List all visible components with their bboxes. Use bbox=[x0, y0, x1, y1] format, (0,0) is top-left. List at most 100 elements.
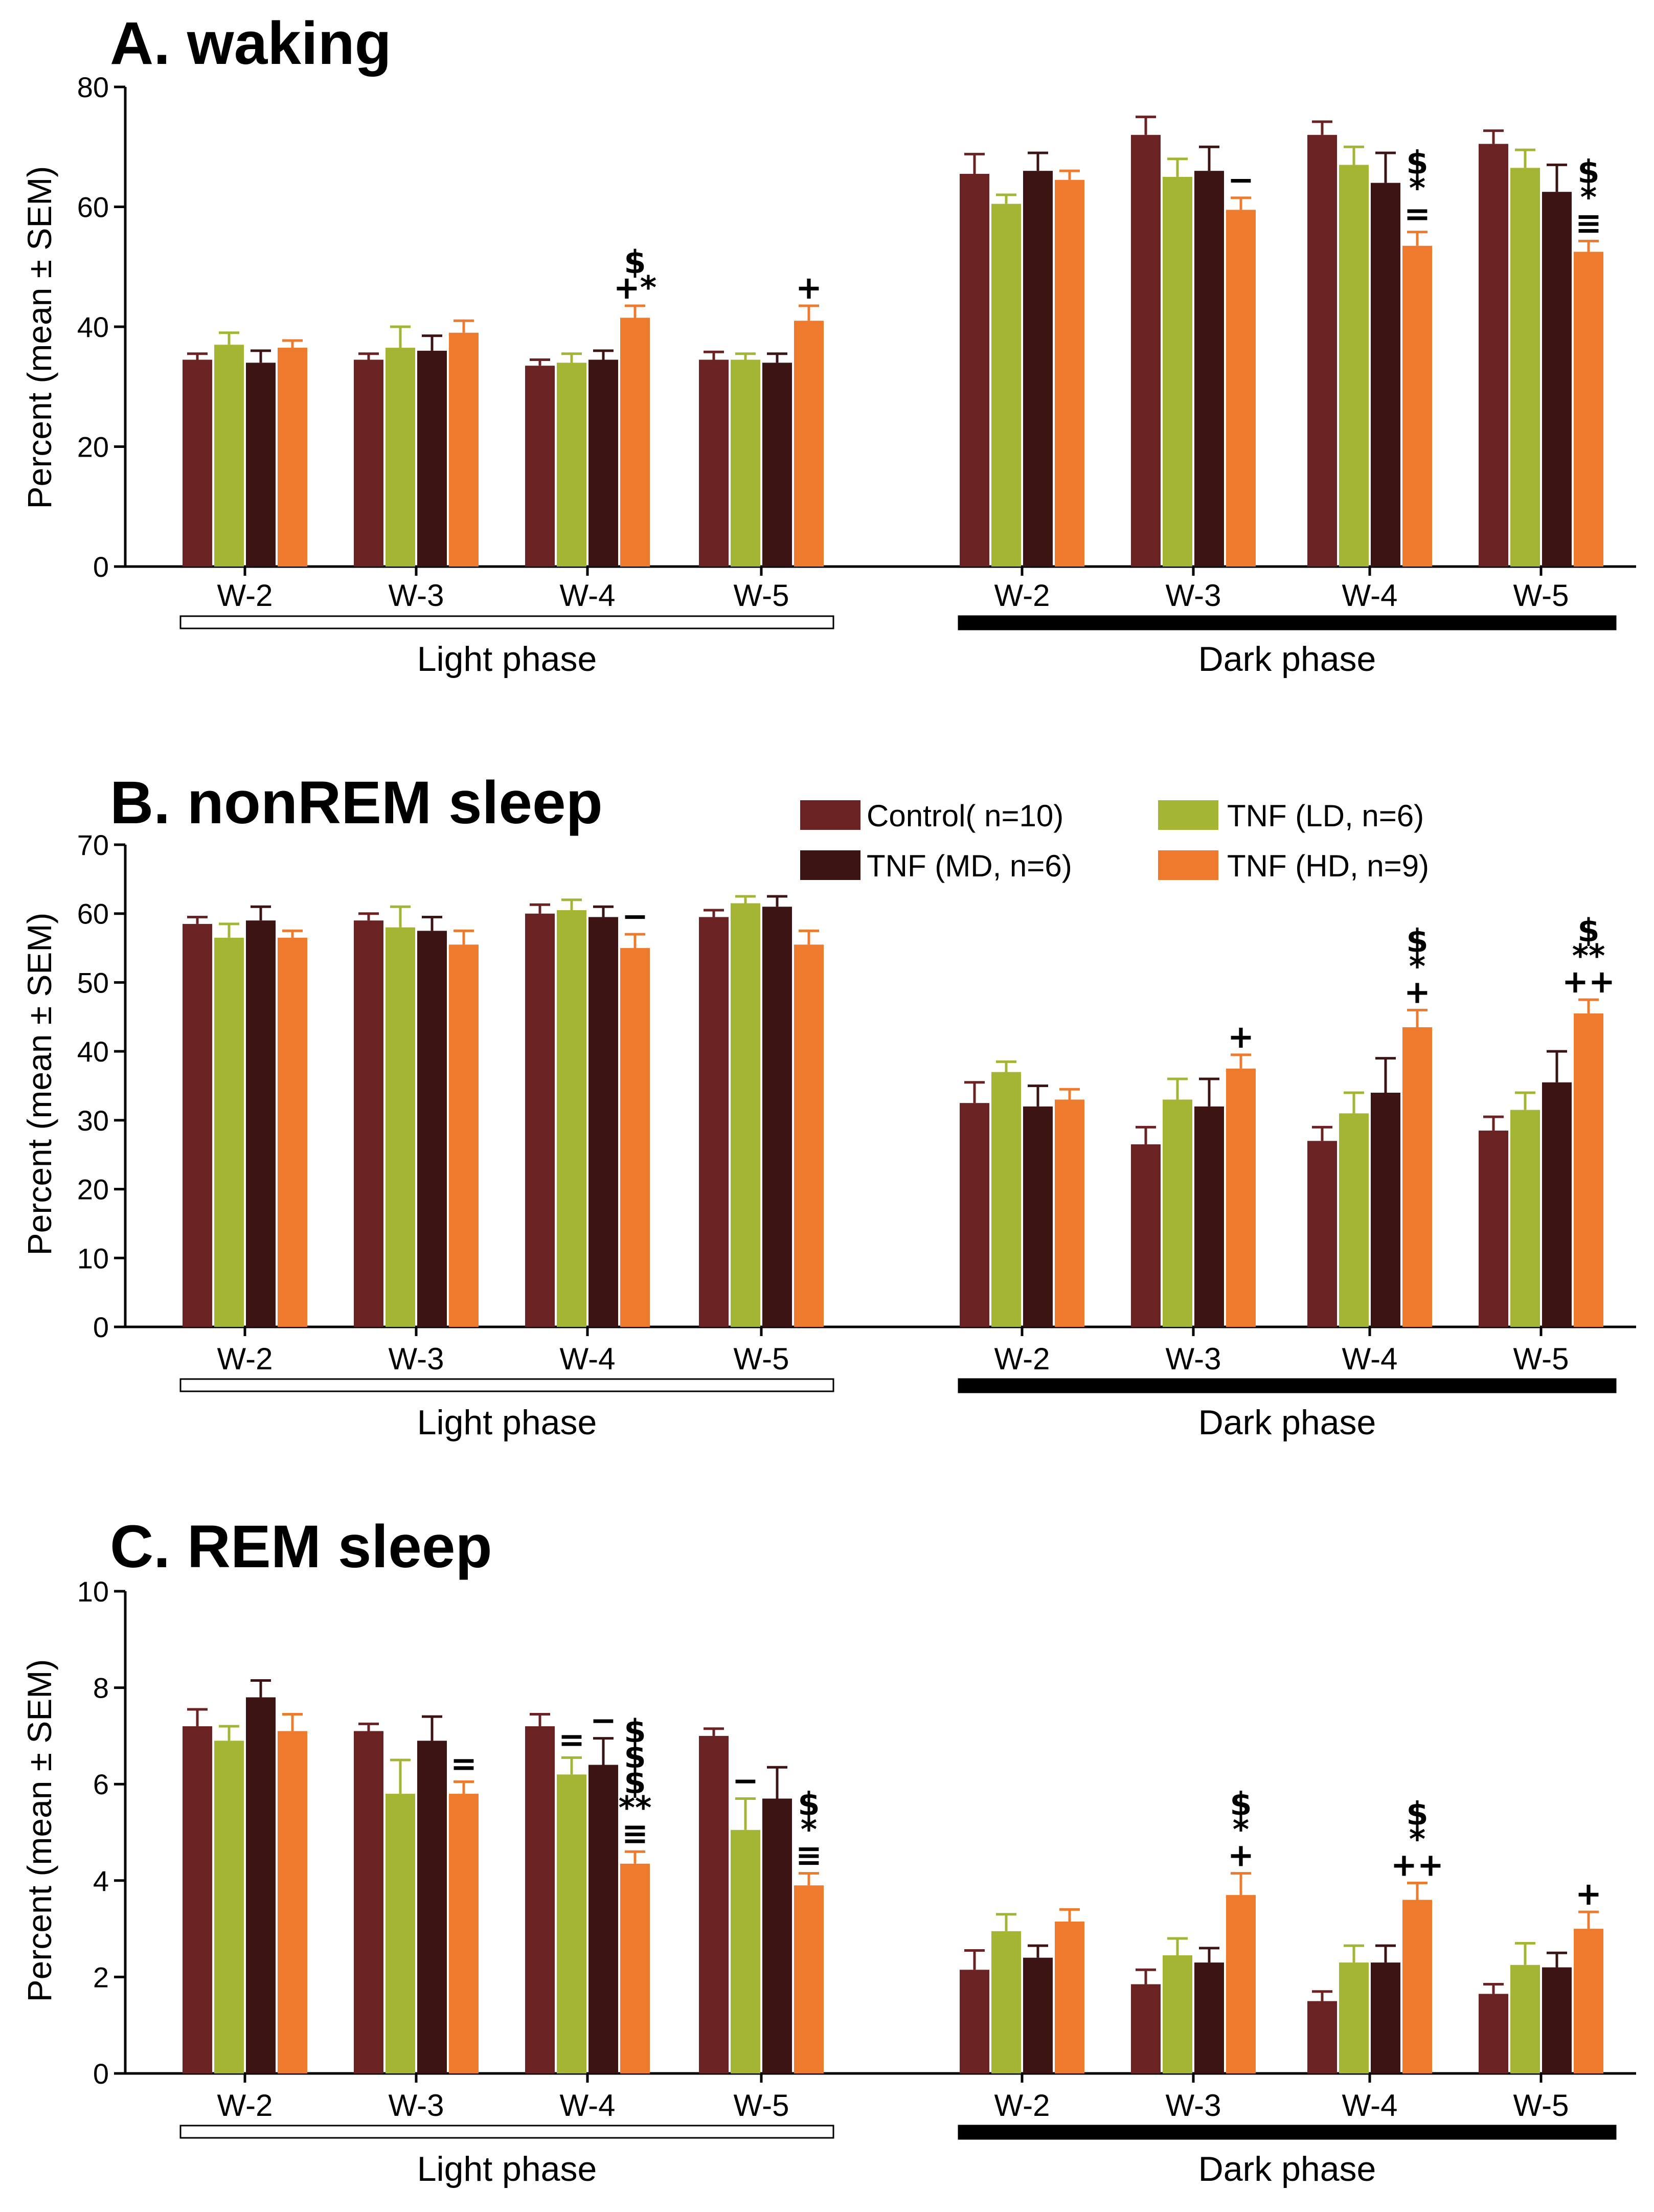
significance-marker: + bbox=[1575, 1875, 1602, 1912]
significance-marker: − bbox=[1228, 161, 1254, 198]
bar bbox=[1023, 1106, 1053, 1327]
significance-marker: +* bbox=[614, 269, 656, 306]
bar bbox=[246, 363, 276, 567]
significance-marker: + bbox=[1404, 973, 1431, 1010]
significance-marker: * bbox=[1409, 1821, 1425, 1858]
bar bbox=[1510, 1110, 1540, 1327]
bar bbox=[354, 1731, 383, 2073]
significance-marker: ≡ bbox=[796, 1837, 822, 1874]
bar bbox=[991, 1072, 1021, 1327]
phase-label: Dark phase bbox=[1198, 1403, 1376, 1442]
bar bbox=[1055, 1099, 1084, 1327]
legend-swatch-tnf-md bbox=[800, 850, 860, 880]
phase-bar bbox=[958, 615, 1617, 630]
significance-marker: + bbox=[1228, 1837, 1254, 1874]
bar bbox=[1131, 1984, 1161, 2073]
bar bbox=[1163, 1955, 1192, 2073]
y-tick-label: 4 bbox=[93, 1865, 109, 1897]
bar bbox=[354, 920, 383, 1327]
phase-bar bbox=[958, 1378, 1617, 1393]
x-tick-label: W-4 bbox=[560, 1342, 616, 1376]
significance-marker: $ bbox=[798, 1786, 820, 1823]
x-tick-label: W-3 bbox=[1166, 2088, 1221, 2123]
bar bbox=[1542, 1967, 1572, 2073]
significance-marker: ≡ bbox=[622, 1815, 648, 1852]
bar bbox=[386, 348, 415, 567]
bar bbox=[960, 1970, 989, 2073]
legend-label-tnf-hd: TNF (HD, n=9) bbox=[1227, 849, 1429, 883]
significance-marker: = bbox=[1404, 195, 1431, 233]
legend-label-control: Control( n=10) bbox=[867, 799, 1063, 833]
bar bbox=[1131, 134, 1161, 567]
significance-marker: $ bbox=[624, 1738, 646, 1775]
bar bbox=[794, 321, 824, 567]
significance-marker: $ bbox=[1406, 922, 1428, 959]
significance-marker: ++ bbox=[1562, 963, 1615, 1000]
bar bbox=[731, 903, 760, 1327]
bar bbox=[1226, 1068, 1256, 1327]
y-tick-label: 50 bbox=[77, 966, 109, 999]
phase-bar bbox=[179, 615, 834, 629]
x-tick-label: W-4 bbox=[1342, 578, 1398, 613]
bar bbox=[1479, 1994, 1508, 2073]
x-tick-label: W-5 bbox=[1513, 2088, 1569, 2123]
y-tick-label: 20 bbox=[77, 1173, 109, 1206]
bar bbox=[1339, 1113, 1369, 1327]
bar bbox=[1479, 144, 1508, 567]
bar bbox=[794, 944, 824, 1327]
bar bbox=[620, 948, 650, 1327]
bar bbox=[762, 363, 792, 567]
bar bbox=[1542, 1082, 1572, 1327]
y-tick-label: 70 bbox=[77, 829, 109, 861]
bar bbox=[1574, 1013, 1603, 1327]
significance-marker: $ bbox=[1406, 1795, 1428, 1833]
bar bbox=[278, 1731, 307, 2073]
phase-label: Dark phase bbox=[1198, 640, 1376, 679]
bar bbox=[278, 348, 307, 567]
bar bbox=[417, 931, 447, 1327]
bar bbox=[183, 923, 212, 1327]
bar bbox=[525, 1726, 555, 2073]
bar bbox=[762, 1798, 792, 2073]
x-tick-label: W-5 bbox=[1513, 578, 1569, 613]
plot-area: 0 2 4 6 8 10 W-2 W-3 W-4 W-5 W-2 W-3 W-4 W-5 Light pha… bbox=[77, 1575, 1636, 2188]
bar bbox=[1307, 1141, 1337, 1327]
y-tick-label: 80 bbox=[77, 71, 109, 103]
significance-marker: $ bbox=[1577, 153, 1599, 190]
y-tick-label: 60 bbox=[77, 191, 109, 223]
bar bbox=[1194, 1962, 1224, 2073]
bar bbox=[417, 1741, 447, 2073]
panel-title: C. REM sleep bbox=[110, 1513, 492, 1581]
x-tick-label: W-3 bbox=[389, 2088, 444, 2123]
legend-label-tnf-md: TNF (MD, n=6) bbox=[867, 849, 1072, 883]
bar bbox=[1510, 168, 1540, 567]
phase-bar bbox=[179, 2125, 834, 2139]
significance-marker: * bbox=[1409, 170, 1425, 207]
panel-title: A. waking bbox=[110, 10, 392, 77]
bar bbox=[525, 913, 555, 1327]
y-tick-label: 2 bbox=[93, 1961, 109, 1993]
bar bbox=[794, 1885, 824, 2073]
bar bbox=[731, 359, 760, 567]
bar bbox=[278, 937, 307, 1327]
significance-marker: + bbox=[796, 269, 822, 306]
bar bbox=[1163, 176, 1192, 567]
y-tick-label: 0 bbox=[93, 1311, 109, 1343]
bar bbox=[1307, 134, 1337, 567]
y-tick-label: 20 bbox=[77, 431, 109, 463]
y-tick-label: 40 bbox=[77, 311, 109, 343]
panel-nonrem-sleep: B. nonREM sleep Percent (mean ± SEM) 0 10… bbox=[20, 769, 1636, 1442]
bar bbox=[1307, 2001, 1337, 2073]
x-tick-label: W-4 bbox=[1342, 2088, 1398, 2123]
bar bbox=[557, 1774, 586, 2073]
x-tick-label: W-2 bbox=[994, 1342, 1050, 1376]
significance-marker: $ bbox=[1230, 1786, 1252, 1823]
significance-marker: − bbox=[732, 1762, 759, 1799]
bar bbox=[246, 920, 276, 1327]
bar bbox=[1226, 1895, 1256, 2073]
y-axis-title: Percent (mean ± SEM) bbox=[20, 1659, 58, 2002]
x-tick-label: W-3 bbox=[1166, 578, 1221, 613]
y-axis-title: Percent (mean ± SEM) bbox=[20, 913, 58, 1256]
significance-marker: = bbox=[558, 1721, 585, 1758]
